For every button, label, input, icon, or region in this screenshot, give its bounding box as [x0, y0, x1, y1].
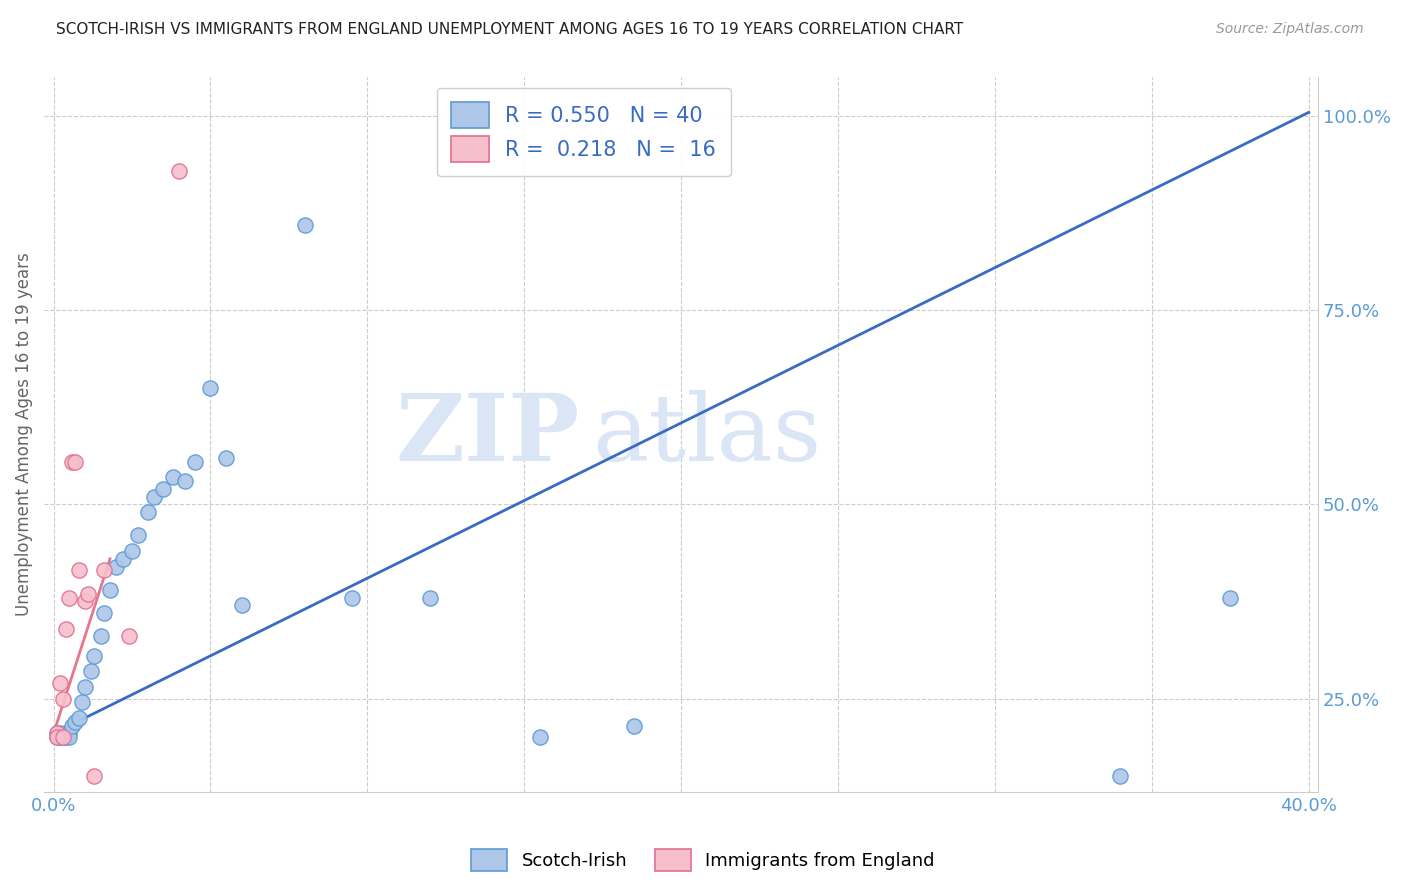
Point	[136, 505, 159, 519]
Text: ZIP: ZIP	[395, 390, 579, 480]
Point	[45, 731, 67, 745]
Point	[45, 726, 67, 740]
Point	[55, 731, 77, 745]
Point	[60, 719, 83, 733]
Legend: Scotch-Irish, Immigrants from England: Scotch-Irish, Immigrants from England	[464, 842, 942, 879]
Point	[52, 731, 75, 745]
Point	[184, 455, 207, 469]
Point	[58, 731, 80, 745]
Point	[111, 551, 134, 566]
Point	[294, 218, 316, 232]
Point	[623, 719, 645, 733]
Point	[52, 731, 75, 745]
Point	[174, 474, 197, 488]
Point	[49, 726, 72, 740]
Point	[1109, 769, 1132, 783]
Point	[77, 587, 100, 601]
Point	[58, 726, 80, 740]
Point	[83, 769, 105, 783]
Point	[65, 714, 87, 729]
Text: atlas: atlas	[592, 390, 821, 480]
Point	[60, 455, 83, 469]
Point	[67, 563, 90, 577]
Point	[162, 470, 184, 484]
Point	[70, 695, 93, 709]
Point	[65, 455, 87, 469]
Point	[215, 450, 238, 465]
Y-axis label: Unemployment Among Ages 16 to 19 years: Unemployment Among Ages 16 to 19 years	[15, 252, 32, 616]
Point	[200, 381, 222, 395]
Point	[142, 490, 165, 504]
Point	[55, 622, 77, 636]
Point	[55, 726, 77, 740]
Point	[45, 726, 67, 740]
Point	[80, 665, 103, 679]
Point	[52, 731, 75, 745]
Point	[49, 731, 72, 745]
Point	[127, 528, 149, 542]
Point	[152, 482, 174, 496]
Point	[167, 163, 190, 178]
Point	[58, 591, 80, 605]
Point	[1219, 591, 1241, 605]
Point	[83, 648, 105, 663]
Point	[73, 594, 96, 608]
Point	[73, 680, 96, 694]
Point	[45, 731, 67, 745]
Point	[67, 711, 90, 725]
Point	[419, 591, 441, 605]
Point	[340, 591, 363, 605]
Legend: R = 0.550   N = 40, R =  0.218   N =  16: R = 0.550 N = 40, R = 0.218 N = 16	[437, 87, 731, 177]
Point	[98, 582, 121, 597]
Point	[93, 606, 115, 620]
Point	[52, 691, 75, 706]
Point	[105, 559, 128, 574]
Point	[118, 629, 141, 643]
Point	[231, 599, 253, 613]
Text: SCOTCH-IRISH VS IMMIGRANTS FROM ENGLAND UNEMPLOYMENT AMONG AGES 16 TO 19 YEARS C: SCOTCH-IRISH VS IMMIGRANTS FROM ENGLAND …	[56, 22, 963, 37]
Point	[121, 544, 143, 558]
Point	[93, 563, 115, 577]
Point	[49, 676, 72, 690]
Point	[90, 629, 112, 643]
Point	[529, 731, 551, 745]
Text: Source: ZipAtlas.com: Source: ZipAtlas.com	[1216, 22, 1364, 37]
